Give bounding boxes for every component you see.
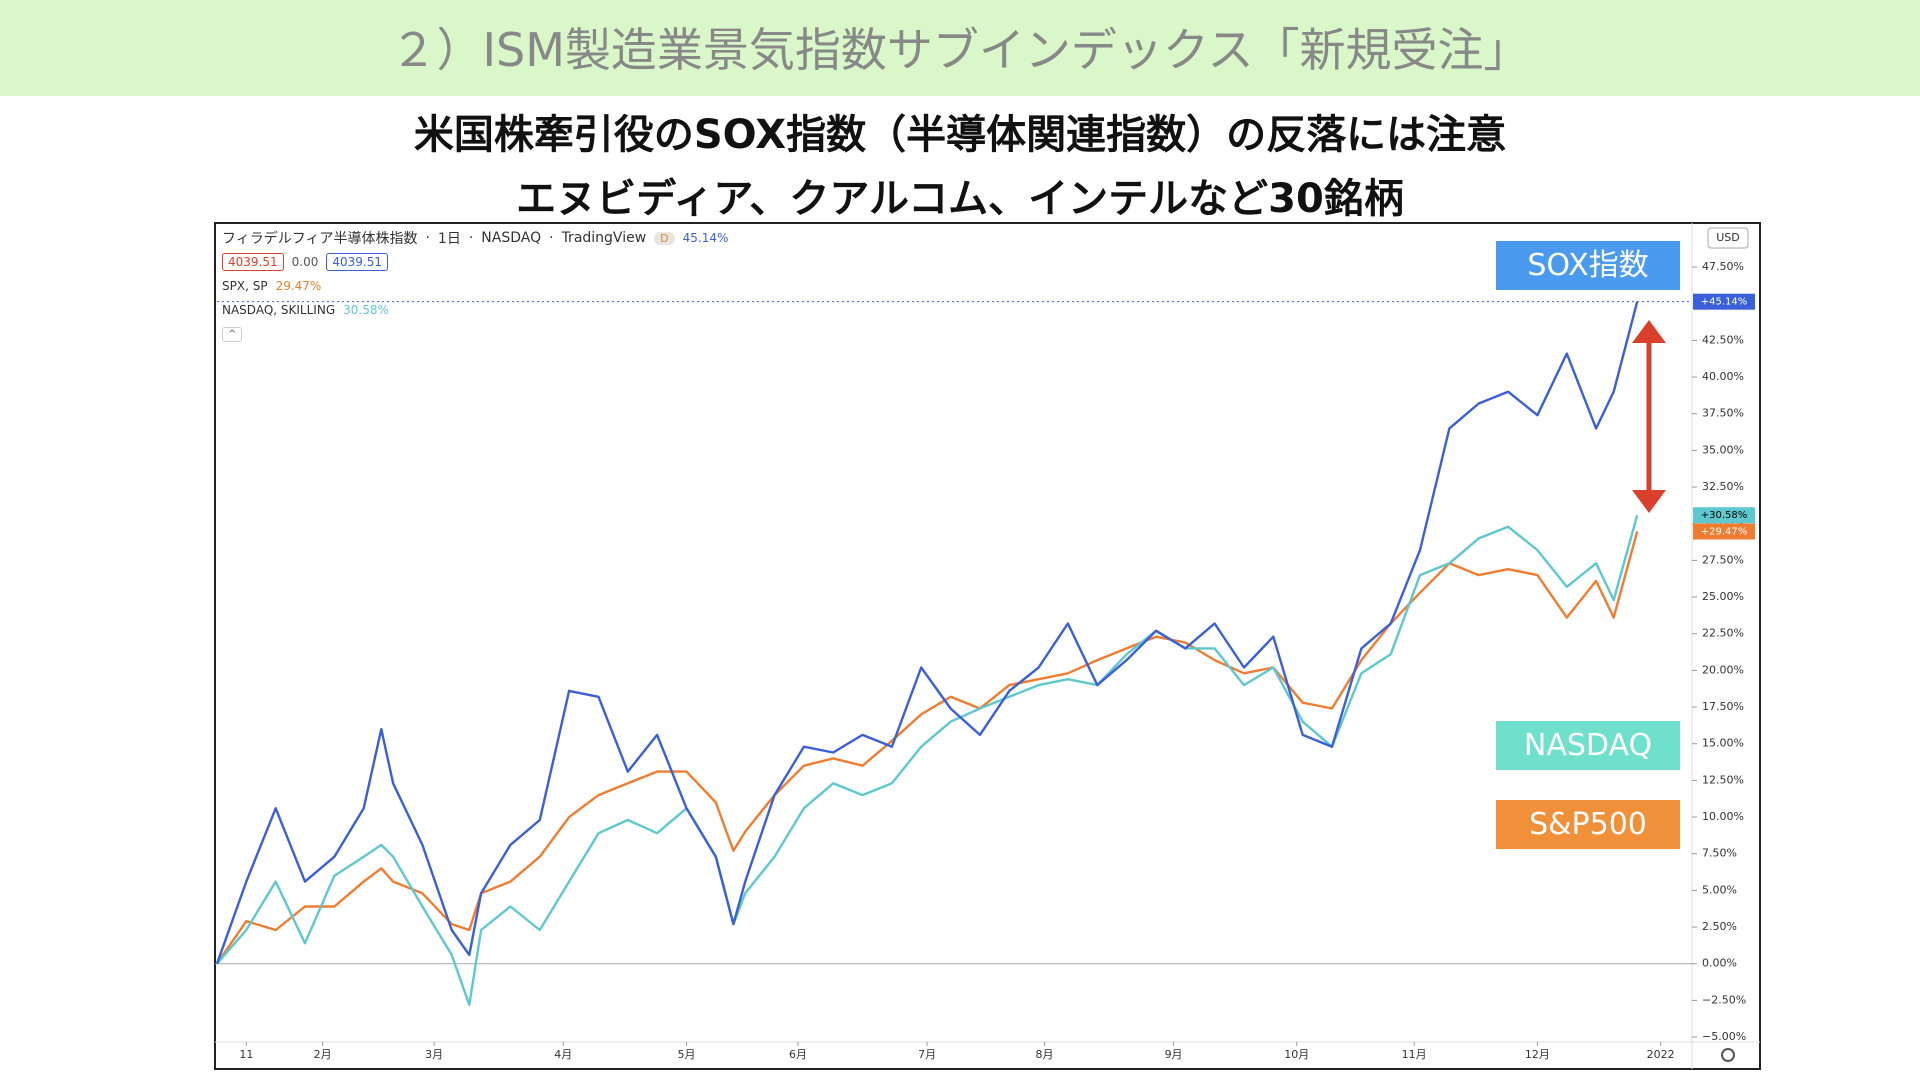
interval: 1日 bbox=[437, 231, 461, 247]
y-tick-label: −2.50% bbox=[1702, 993, 1746, 1006]
y-tick-label: 0.00% bbox=[1702, 957, 1737, 970]
spread: 0.00 bbox=[291, 255, 319, 269]
headline: エヌビディア、クアルコム、インテルなど30銘柄 bbox=[516, 176, 1404, 222]
y-tick-label: 22.50% bbox=[1702, 627, 1744, 640]
badge: D bbox=[654, 231, 675, 245]
y-tick-label: 32.50% bbox=[1702, 480, 1744, 493]
x-tick-label: 11 bbox=[239, 1048, 253, 1061]
y-tick-label: 37.50% bbox=[1702, 407, 1744, 420]
series-line bbox=[215, 301, 1639, 965]
y-tick-label: 27.50% bbox=[1702, 553, 1744, 566]
series-label: NASDAQ bbox=[1496, 721, 1680, 770]
y-tick-label: 20.00% bbox=[1702, 663, 1744, 676]
chart-frame bbox=[214, 222, 1761, 1070]
last-value-tag bbox=[1693, 507, 1755, 524]
red-arrow bbox=[1632, 320, 1666, 513]
compare-row: SPX, SP 29.47% bbox=[222, 274, 728, 298]
x-tick-label: 6月 bbox=[789, 1048, 807, 1061]
bid[interactable]: 4039.51 bbox=[222, 253, 284, 271]
compare-name: NASDAQ, SKILLING bbox=[222, 303, 336, 317]
y-tick-label: 17.50% bbox=[1702, 700, 1744, 713]
y-tick-label: 7.50% bbox=[1702, 847, 1737, 860]
x-tick-label: 9月 bbox=[1165, 1048, 1183, 1061]
x-tick-label: 7月 bbox=[918, 1048, 936, 1061]
last-value-tag bbox=[1693, 523, 1755, 540]
x-tick-label: 3月 bbox=[425, 1048, 443, 1061]
y-tick-label: 47.50% bbox=[1702, 260, 1744, 273]
y-tick-label: 25.00% bbox=[1702, 590, 1744, 603]
settings-icon[interactable] bbox=[1721, 1048, 1735, 1062]
x-tick-label: 5月 bbox=[677, 1048, 695, 1061]
series-label: S&P500 bbox=[1496, 800, 1680, 849]
last-value-label: +30.58% bbox=[1701, 510, 1748, 521]
symbol: フィラデルフィア半導体株指数 bbox=[222, 231, 418, 247]
x-tick-label: 2月 bbox=[314, 1048, 332, 1061]
compare-value: 29.47% bbox=[275, 279, 322, 293]
currency[interactable]: USD bbox=[1716, 231, 1740, 244]
y-tick-label: 5.00% bbox=[1702, 883, 1737, 896]
y-tick-label: 42.50% bbox=[1702, 333, 1744, 346]
legend-header: フィラデルフィア半導体株指数 · 1日 · NASDAQ · TradingView … bbox=[222, 230, 729, 342]
x-tick-label: 8月 bbox=[1035, 1048, 1053, 1061]
compare-value: 30.58% bbox=[343, 303, 389, 317]
x-tick-label: 10月 bbox=[1284, 1048, 1309, 1061]
last-value-label: +45.14% bbox=[1701, 297, 1748, 308]
y-tick-label: 35.00% bbox=[1702, 443, 1744, 456]
compare-row: NASDAQ, SKILLING 30.58% bbox=[222, 298, 728, 322]
source: TradingView bbox=[561, 230, 647, 246]
series-label: SOX指数 bbox=[1496, 241, 1680, 290]
last-value-label: +29.47% bbox=[1701, 527, 1748, 538]
x-tick-label: 2022 bbox=[1647, 1048, 1675, 1061]
y-tick-label: 10.00% bbox=[1702, 810, 1744, 823]
x-tick-label: 11月 bbox=[1402, 1048, 1427, 1061]
change: 45.14% bbox=[682, 231, 729, 245]
y-tick-label: 40.00% bbox=[1702, 370, 1744, 383]
currency-button[interactable] bbox=[1707, 227, 1749, 249]
headline: 米国株牽引役のSOX指数（半導体関連指数）の反落には注意 bbox=[413, 112, 1507, 158]
y-tick-label: 15.00% bbox=[1702, 737, 1744, 750]
exchange: NASDAQ bbox=[481, 230, 542, 246]
collapse-button[interactable]: ^ bbox=[222, 326, 243, 342]
last-value-tag bbox=[1693, 293, 1755, 310]
y-tick-label: −5.00% bbox=[1702, 1030, 1746, 1043]
x-tick-label: 12月 bbox=[1525, 1048, 1550, 1061]
x-tick-label: 4月 bbox=[554, 1048, 572, 1061]
y-tick-label: 2.50% bbox=[1702, 920, 1737, 933]
series-line bbox=[216, 531, 1639, 965]
series-line bbox=[216, 514, 1639, 1006]
banner: ２）ISM製造業景気指数サブインデックス「新規受注」 bbox=[0, 0, 1920, 96]
compare-name: SPX, SP bbox=[222, 279, 268, 293]
y-tick-label: 12.50% bbox=[1702, 773, 1744, 786]
ask[interactable]: 4039.51 bbox=[326, 253, 388, 271]
